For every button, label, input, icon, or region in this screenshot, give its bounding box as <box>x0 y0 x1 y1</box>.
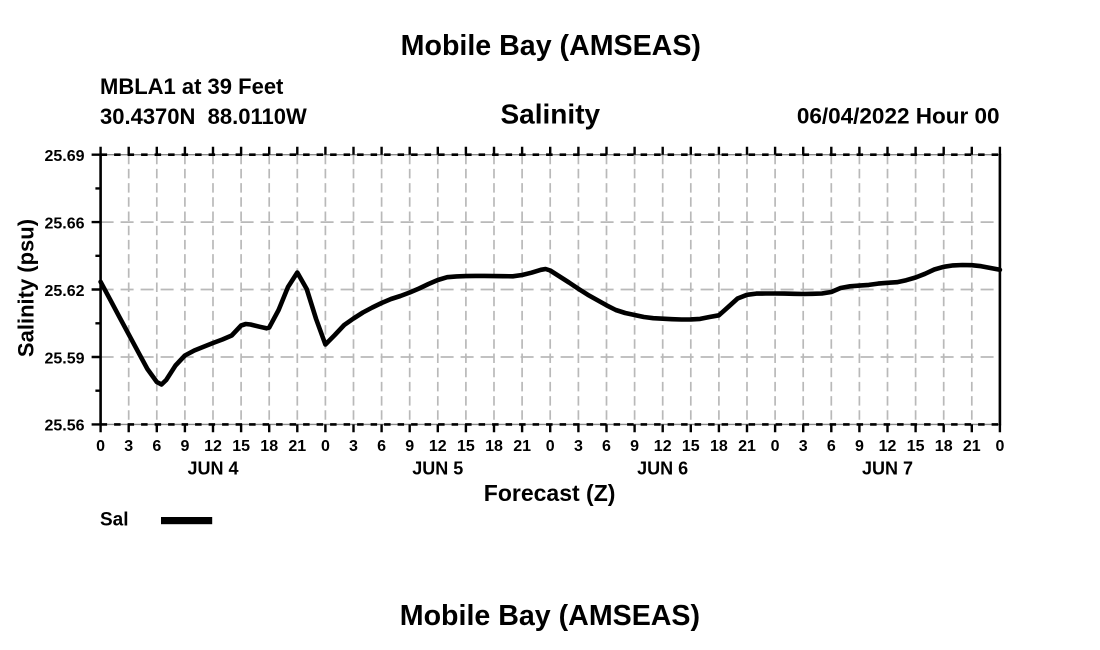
svg-text:Salinity (psu): Salinity (psu) <box>14 219 39 357</box>
svg-text:18: 18 <box>485 438 503 455</box>
svg-text:3: 3 <box>574 438 583 455</box>
svg-text:18: 18 <box>260 438 278 455</box>
svg-text:06/04/2022 Hour 00: 06/04/2022 Hour 00 <box>797 103 1000 128</box>
svg-text:25.66: 25.66 <box>44 215 84 232</box>
svg-text:25.56: 25.56 <box>44 418 84 435</box>
svg-text:Mobile Bay (AMSEAS): Mobile Bay (AMSEAS) <box>401 30 701 62</box>
svg-text:JUN 4: JUN 4 <box>187 458 238 478</box>
svg-text:12: 12 <box>204 438 222 455</box>
svg-text:Salinity: Salinity <box>501 99 601 130</box>
svg-text:12: 12 <box>879 438 897 455</box>
svg-text:30.4370N 88.0110W: 30.4370N 88.0110W <box>100 104 307 129</box>
svg-text:25.69: 25.69 <box>44 148 84 165</box>
svg-text:15: 15 <box>232 438 250 455</box>
svg-text:12: 12 <box>429 438 447 455</box>
svg-text:15: 15 <box>457 438 475 455</box>
svg-text:21: 21 <box>288 438 306 455</box>
svg-text:3: 3 <box>799 438 808 455</box>
svg-text:12: 12 <box>654 438 672 455</box>
svg-text:9: 9 <box>855 438 864 455</box>
svg-text:6: 6 <box>377 438 386 455</box>
svg-text:9: 9 <box>405 438 414 455</box>
svg-text:25.62: 25.62 <box>44 283 84 300</box>
svg-text:0: 0 <box>96 438 105 455</box>
svg-text:18: 18 <box>935 438 953 455</box>
svg-text:9: 9 <box>180 438 189 455</box>
svg-text:0: 0 <box>321 438 330 455</box>
svg-text:JUN 6: JUN 6 <box>637 458 688 478</box>
svg-text:18: 18 <box>710 438 728 455</box>
svg-text:0: 0 <box>546 438 555 455</box>
svg-text:Mobile Bay (AMSEAS): Mobile Bay (AMSEAS) <box>400 600 700 632</box>
svg-text:6: 6 <box>152 438 161 455</box>
svg-text:MBLA1 at 39 Feet: MBLA1 at 39 Feet <box>100 74 284 99</box>
svg-text:JUN 7: JUN 7 <box>862 458 913 478</box>
svg-text:21: 21 <box>963 438 981 455</box>
svg-text:21: 21 <box>738 438 756 455</box>
svg-text:Forecast (Z): Forecast (Z) <box>484 480 616 506</box>
svg-text:3: 3 <box>349 438 358 455</box>
svg-text:0: 0 <box>771 438 780 455</box>
svg-text:6: 6 <box>827 438 836 455</box>
svg-text:15: 15 <box>682 438 700 455</box>
svg-text:JUN 5: JUN 5 <box>412 458 463 478</box>
svg-text:21: 21 <box>513 438 531 455</box>
svg-text:0: 0 <box>995 438 1004 455</box>
svg-text:3: 3 <box>124 438 133 455</box>
svg-text:25.59: 25.59 <box>44 350 84 367</box>
svg-text:6: 6 <box>602 438 611 455</box>
svg-text:9: 9 <box>630 438 639 455</box>
svg-text:Sal: Sal <box>100 509 129 530</box>
svg-text:15: 15 <box>907 438 925 455</box>
